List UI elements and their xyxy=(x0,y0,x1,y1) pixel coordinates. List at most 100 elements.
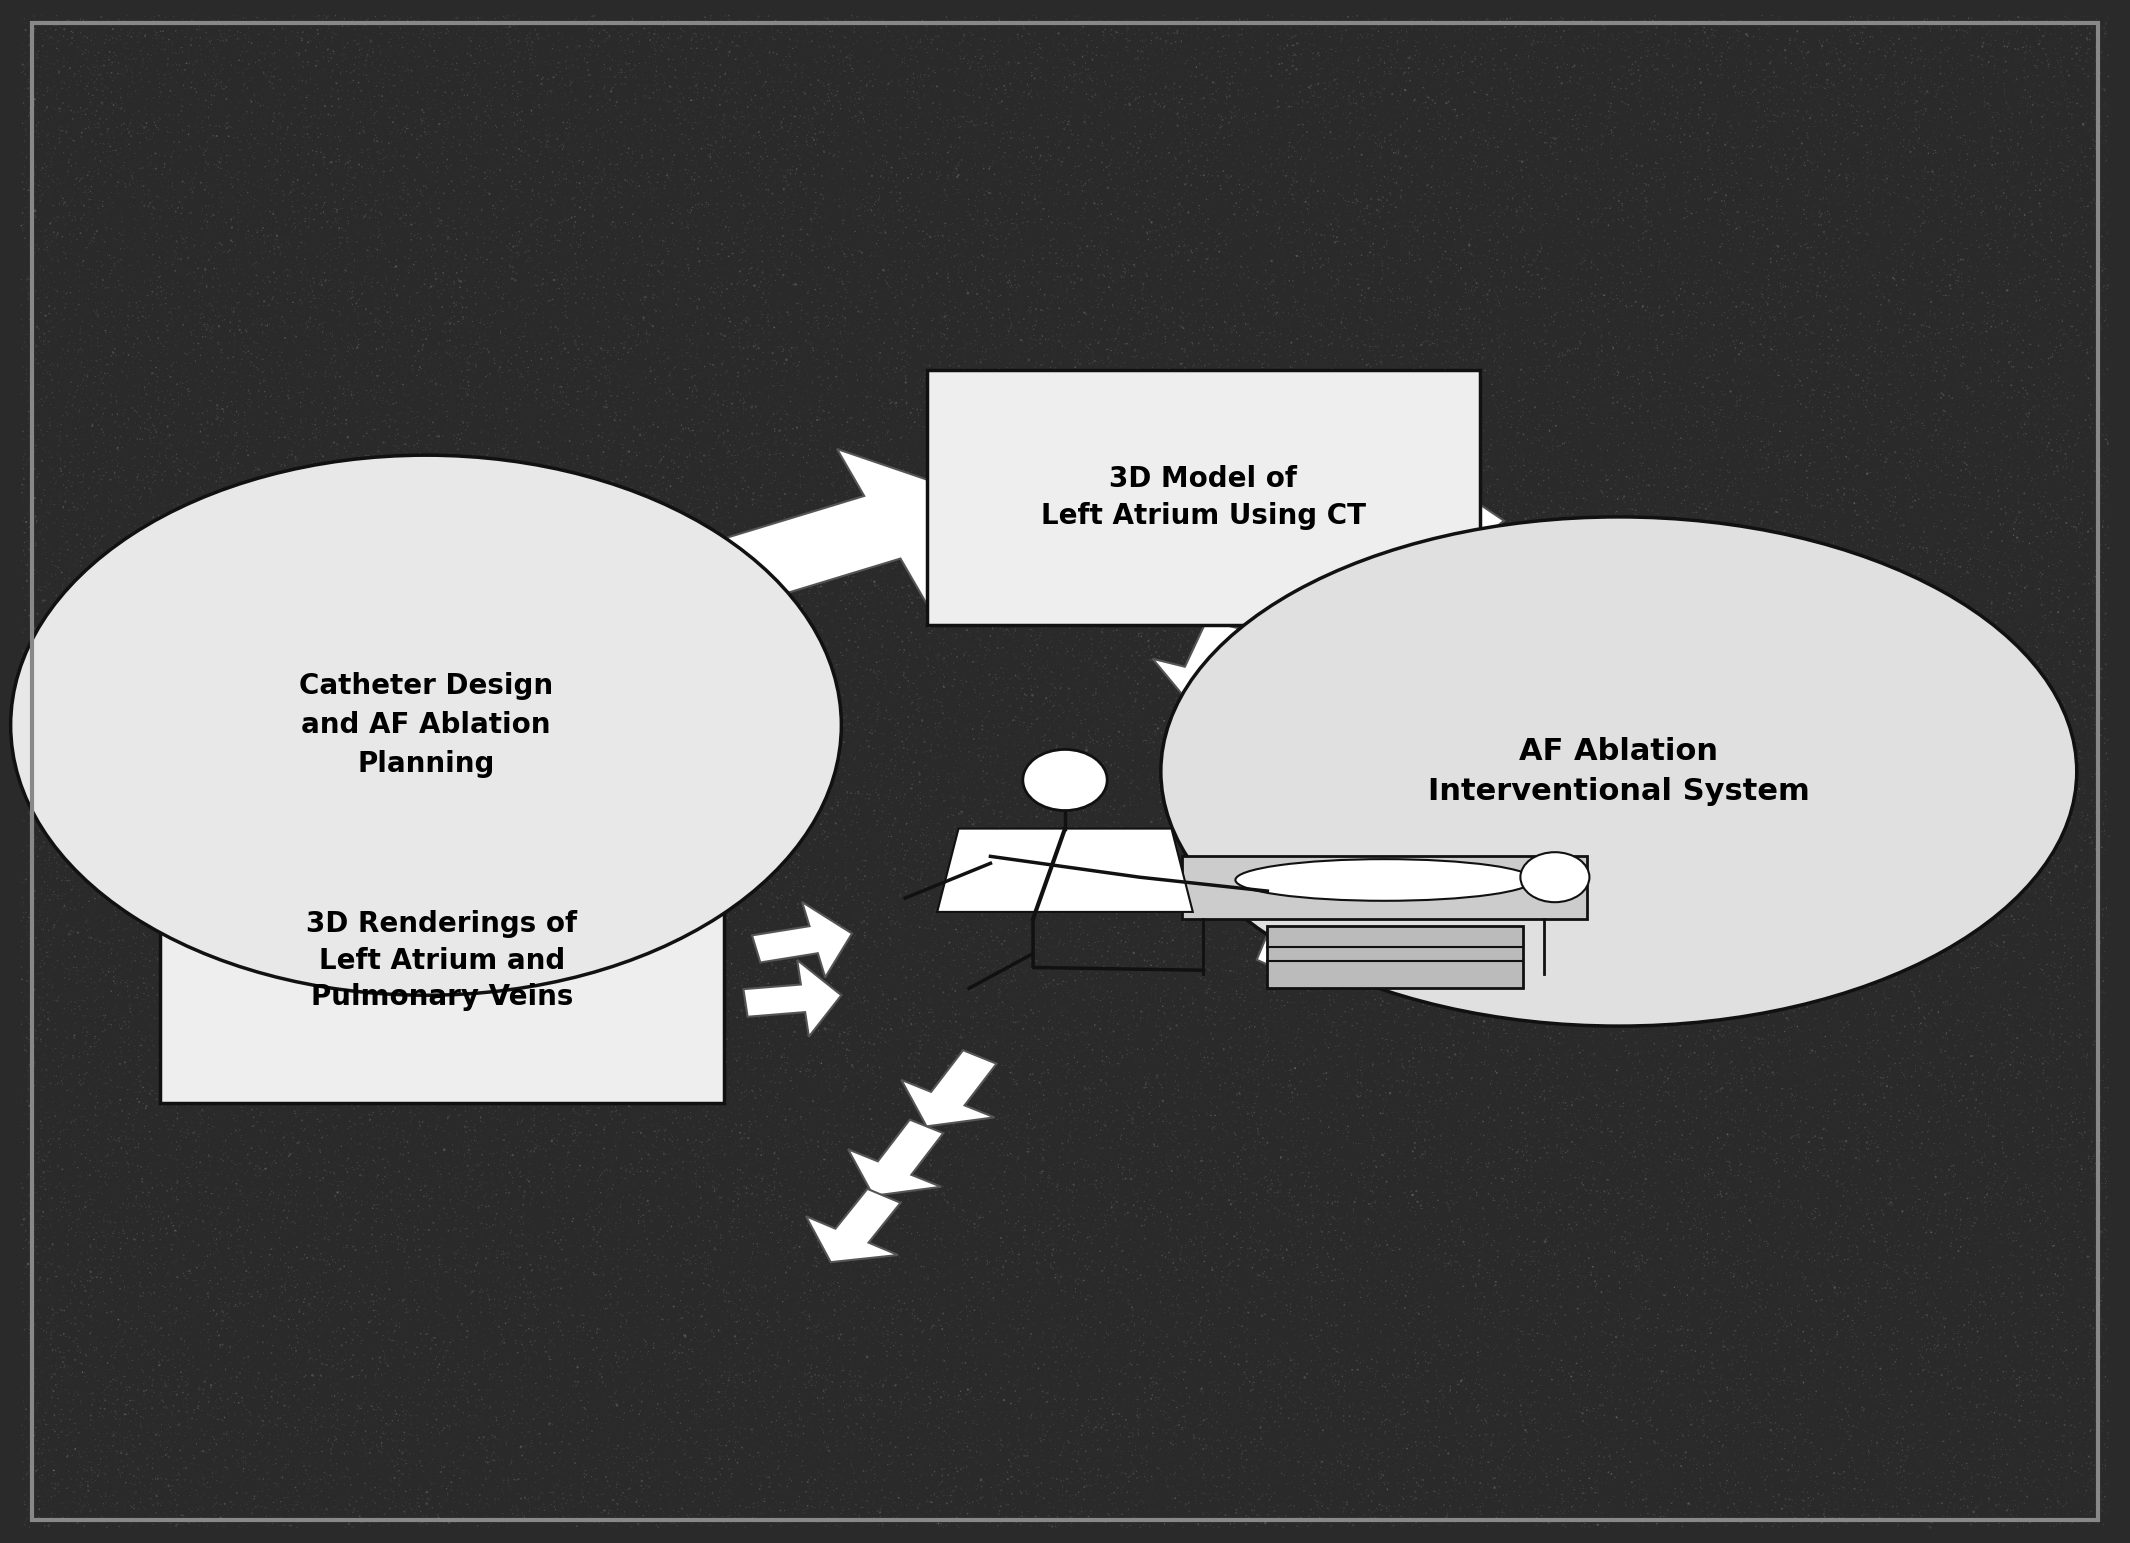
Point xyxy=(1531,1239,1566,1264)
Point xyxy=(236,69,271,94)
Point xyxy=(300,390,334,415)
Point xyxy=(711,1504,746,1529)
Point xyxy=(718,1500,752,1524)
Point xyxy=(2045,1150,2079,1174)
Point xyxy=(997,964,1031,989)
Point xyxy=(1037,89,1071,114)
Point xyxy=(643,631,677,656)
Point xyxy=(6,313,40,338)
Point xyxy=(1291,880,1325,904)
Point xyxy=(1295,997,1329,1021)
Point xyxy=(1287,716,1321,741)
Point xyxy=(143,207,177,231)
Point xyxy=(1123,83,1157,108)
Point xyxy=(475,647,509,671)
Point xyxy=(1387,1491,1421,1515)
Point xyxy=(45,1504,79,1529)
Point xyxy=(1796,600,1830,625)
Point xyxy=(1493,74,1527,99)
Point xyxy=(814,889,848,913)
Point xyxy=(605,1046,639,1071)
Point xyxy=(471,1381,505,1406)
Point xyxy=(1012,1464,1046,1489)
Point xyxy=(946,645,980,670)
Point xyxy=(1817,1142,1851,1167)
Point xyxy=(596,1514,630,1538)
Point xyxy=(300,758,334,782)
Point xyxy=(927,202,961,227)
Point xyxy=(1378,49,1412,74)
Point xyxy=(1883,131,1917,156)
Point xyxy=(854,483,888,508)
Point xyxy=(1874,1176,1908,1200)
Point xyxy=(320,173,354,198)
Point xyxy=(1389,82,1423,106)
Point xyxy=(1938,650,1972,674)
Point xyxy=(1913,756,1947,781)
Point xyxy=(993,986,1027,1011)
Point xyxy=(473,934,507,958)
Point xyxy=(775,1202,809,1227)
Point xyxy=(1076,1023,1110,1048)
Point xyxy=(175,937,209,961)
Point xyxy=(1559,930,1593,955)
Point xyxy=(1968,1207,2002,1231)
Point xyxy=(1172,768,1206,793)
Point xyxy=(1953,375,1987,400)
Point xyxy=(1872,762,1906,787)
Point xyxy=(535,876,569,901)
Point xyxy=(641,1247,675,1271)
Point xyxy=(1146,19,1180,43)
Point xyxy=(160,307,194,332)
Point xyxy=(1429,69,1463,94)
Point xyxy=(1770,1364,1804,1389)
Point xyxy=(1433,1021,1468,1046)
Point xyxy=(1538,380,1572,404)
Point xyxy=(1238,876,1272,901)
Point xyxy=(944,1449,978,1474)
Point xyxy=(2017,755,2051,779)
Point xyxy=(1037,770,1071,795)
Point xyxy=(1457,387,1491,412)
Point xyxy=(1027,381,1061,406)
Point xyxy=(999,753,1033,778)
Point xyxy=(1259,301,1293,326)
Point xyxy=(79,569,113,594)
Point xyxy=(694,835,728,859)
Point xyxy=(1870,1509,1904,1534)
Point xyxy=(780,1248,814,1273)
Point xyxy=(1150,568,1184,593)
Point xyxy=(643,1154,677,1179)
Point xyxy=(856,230,890,255)
Point xyxy=(775,358,809,383)
Point xyxy=(2075,1216,2109,1241)
Point xyxy=(443,998,477,1023)
Point xyxy=(1267,631,1301,656)
Point xyxy=(988,1079,1022,1103)
Point xyxy=(454,1384,488,1409)
Point xyxy=(437,387,471,412)
Point xyxy=(462,609,496,634)
Point xyxy=(2017,1060,2051,1085)
Point xyxy=(104,1136,138,1160)
Point xyxy=(820,1113,854,1137)
Point xyxy=(1152,1275,1186,1299)
Point xyxy=(2017,540,2051,565)
Point xyxy=(1374,122,1408,147)
Point xyxy=(1052,1025,1086,1049)
Point xyxy=(1713,1219,1747,1244)
Point xyxy=(1636,736,1670,761)
Point xyxy=(40,1406,75,1430)
Point xyxy=(2058,434,2092,458)
Point xyxy=(505,287,539,312)
Point xyxy=(454,944,488,969)
Point xyxy=(1902,80,1936,105)
Point xyxy=(543,1318,577,1342)
Point xyxy=(1252,810,1287,835)
Point xyxy=(818,119,852,143)
Point xyxy=(141,1413,175,1438)
Point xyxy=(145,34,179,59)
Point xyxy=(1510,372,1544,397)
Point xyxy=(313,1463,347,1487)
Point xyxy=(863,159,897,184)
